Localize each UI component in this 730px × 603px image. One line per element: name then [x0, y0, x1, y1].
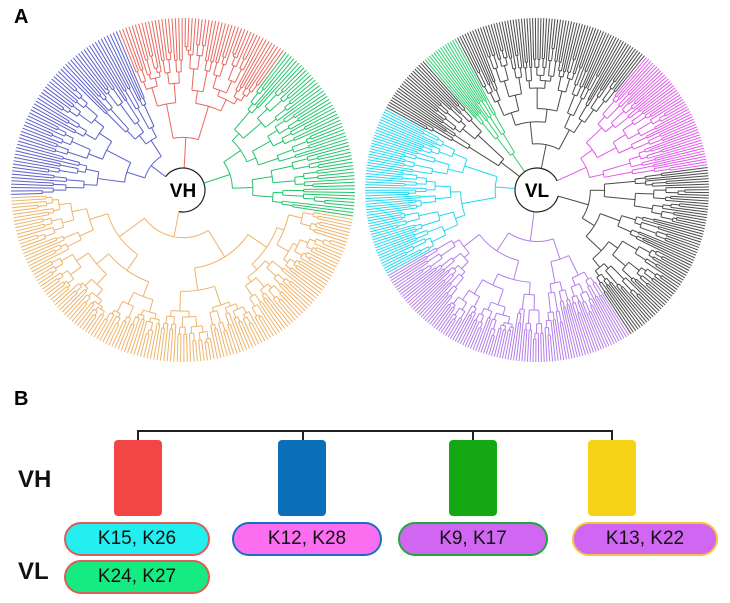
panel-label-a: A — [14, 6, 29, 28]
vh-tree-label: VH — [170, 181, 196, 202]
clade-blue — [10, 31, 166, 195]
vl-pill-k13-k22: K13, K22 — [572, 522, 718, 556]
clade-cyan — [364, 109, 516, 274]
vl-tree-label: VL — [525, 181, 550, 202]
vh-tree: VH — [10, 17, 356, 363]
vl-tree: VL — [364, 18, 710, 362]
connector-horizontal — [137, 430, 611, 432]
clade-green — [424, 38, 526, 173]
panel-label-b: B — [14, 388, 29, 410]
vh-block-blue — [278, 440, 326, 516]
vh-block-green — [449, 440, 497, 516]
connector-drop-3 — [472, 430, 474, 440]
clade-purple — [387, 211, 630, 362]
clade-orange — [11, 195, 353, 363]
dendrogram-panel: VH VL — [10, 17, 710, 363]
vh-block-red — [114, 440, 162, 516]
vl-pill-k15-k26: K15, K26 — [64, 522, 210, 556]
vh-block-yellow — [588, 440, 636, 516]
connector-drop-4 — [611, 430, 613, 440]
clade-grey-bottom — [456, 18, 645, 169]
clade-grey-mid — [386, 60, 520, 177]
connector-drop-1 — [137, 430, 139, 440]
clade-green — [203, 51, 356, 217]
vh-root-arc — [165, 167, 206, 213]
row-label-vh: VH — [18, 466, 52, 493]
vl-pill-k12-k28: K12, K28 — [232, 522, 382, 556]
vl-root-arc — [514, 167, 559, 213]
clade-grey-top — [557, 166, 710, 335]
clade-red — [118, 17, 284, 169]
vl-pill-k24-k27: K24, K27 — [64, 560, 210, 594]
vl-pill-k9-k17: K9, K17 — [398, 522, 548, 556]
clade-magenta — [556, 57, 708, 182]
row-label-vl: VL — [18, 558, 49, 585]
vl-center — [519, 172, 555, 208]
connector-drop-2 — [302, 430, 304, 440]
vh-center — [165, 172, 201, 208]
